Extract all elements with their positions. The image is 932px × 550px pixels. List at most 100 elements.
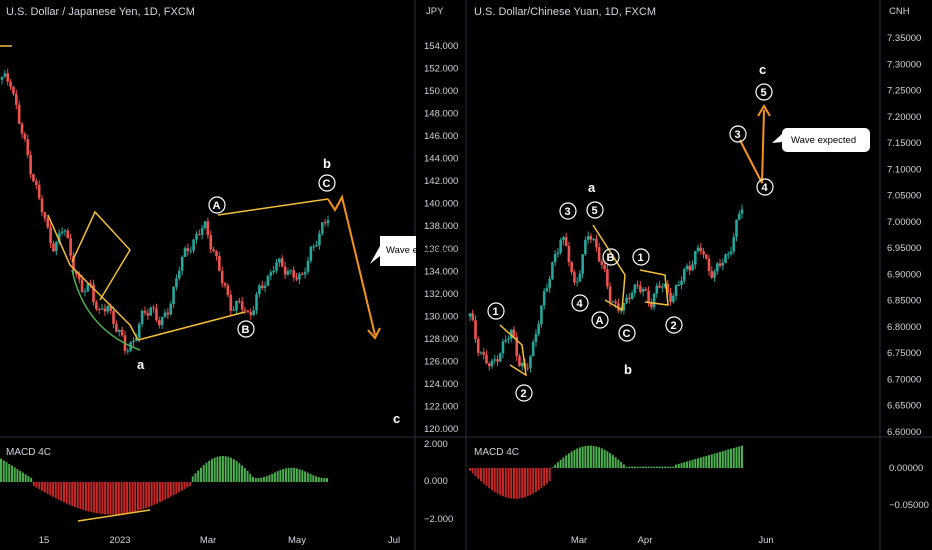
macd-bar	[490, 468, 493, 491]
right-chart-title: U.S. Dollar/Chinese Yuan, 1D, FXCM	[474, 6, 656, 18]
macd-bar	[686, 461, 689, 468]
macd-bar	[570, 451, 573, 468]
macd-bar	[101, 482, 104, 514]
wave-label-5: 5	[592, 205, 598, 217]
candle-body	[564, 237, 568, 247]
macd-bar	[213, 457, 216, 482]
macd-bar	[727, 449, 730, 468]
x-tick-label: Mar	[200, 535, 216, 546]
macd-bar	[543, 468, 546, 486]
candle-body	[238, 300, 241, 302]
y-tick-label: 134.000	[424, 266, 458, 277]
macd-bar	[702, 456, 705, 468]
macd-bar	[664, 466, 667, 468]
macd-bar	[565, 455, 568, 468]
macd-bar	[2, 460, 5, 482]
macd-bar	[650, 466, 653, 468]
candle-body	[157, 320, 161, 326]
candle-body	[83, 291, 87, 293]
candle-body	[75, 271, 78, 275]
macd-bar	[52, 482, 55, 497]
candle-body	[260, 285, 264, 288]
left-triangle	[71, 210, 131, 301]
y-tick-label: 6.80000	[887, 322, 921, 333]
candle-body	[553, 254, 557, 263]
macd-bar	[320, 477, 323, 482]
candle-body	[710, 270, 714, 278]
macd-bar	[304, 471, 307, 482]
candle-body	[17, 104, 21, 124]
y-tick-label: 6.60000	[887, 427, 921, 438]
macd-bar	[705, 455, 708, 468]
candle-body	[240, 301, 244, 310]
macd-bar	[150, 482, 153, 506]
candle-body	[614, 301, 617, 304]
macd-bar	[469, 468, 471, 471]
y-tick-label: 130.000	[424, 311, 458, 322]
wave-label-4: 4	[577, 298, 584, 310]
right-y-axis: 7.35000 7.30000 7.25000 7.20000 7.15000 7.100…	[887, 33, 921, 438]
left-green-curve	[71, 269, 141, 351]
macd-bar	[633, 466, 636, 468]
wave-label-B: B	[242, 324, 250, 336]
candle-body	[143, 310, 147, 313]
macd-bar	[625, 466, 628, 468]
candle-body	[180, 256, 184, 271]
candle-body	[680, 280, 683, 285]
macd-bar	[246, 470, 249, 482]
candle-body	[226, 285, 230, 295]
macd-bar	[587, 445, 590, 468]
candle-body	[280, 258, 284, 267]
macd-bar	[554, 464, 557, 468]
candle-body	[246, 310, 250, 313]
macd-bar	[219, 456, 222, 482]
macd-bar	[584, 445, 587, 468]
y-tick-label: 148.000	[424, 109, 458, 120]
macd-bar	[235, 461, 238, 482]
candle-body	[490, 360, 494, 367]
candle-body	[115, 324, 118, 332]
macd-bar	[169, 482, 172, 497]
macd-bar	[526, 468, 529, 497]
macd-bar	[306, 472, 309, 482]
macd-bar	[126, 482, 129, 514]
candle-body	[318, 233, 321, 246]
macd-bar	[287, 467, 290, 482]
candle-body	[32, 174, 35, 182]
macd-bar	[32, 482, 35, 487]
candle-body	[23, 133, 27, 140]
y-tick-label: 7.35000	[887, 33, 921, 44]
macd-bar	[68, 482, 71, 505]
macd-bar	[636, 466, 639, 468]
wave-label-A-right: A	[596, 315, 604, 327]
macd-bar	[738, 446, 741, 468]
macd-bar	[271, 473, 274, 482]
candle-body	[498, 353, 502, 362]
macd-bar	[104, 482, 107, 515]
candle-body	[215, 251, 218, 257]
candle-body	[283, 266, 287, 275]
macd-bar	[661, 466, 664, 468]
x-tick-label: Jun	[758, 535, 773, 546]
left-wedge-lower	[47, 214, 139, 341]
candle-body	[169, 304, 173, 315]
wave-label-3b: 3	[735, 129, 741, 141]
candle-body	[584, 239, 587, 255]
macd-bar	[123, 482, 126, 514]
candle-body	[212, 249, 215, 252]
candle-body	[269, 272, 273, 276]
candle-body	[263, 285, 267, 288]
candle-body	[177, 270, 181, 279]
macd-bar	[65, 482, 68, 504]
candle-body	[309, 246, 313, 261]
macd-bar	[282, 469, 285, 482]
macd-tick-label: 0.00000	[889, 463, 923, 474]
macd-bar	[576, 448, 579, 468]
candle-body	[531, 341, 535, 357]
macd-bar	[719, 451, 722, 468]
candle-body	[218, 256, 221, 271]
wave-label-c: c	[393, 411, 400, 426]
macd-bar	[142, 482, 145, 509]
macd-bar	[90, 482, 93, 513]
wave-circle-4	[571, 294, 589, 312]
